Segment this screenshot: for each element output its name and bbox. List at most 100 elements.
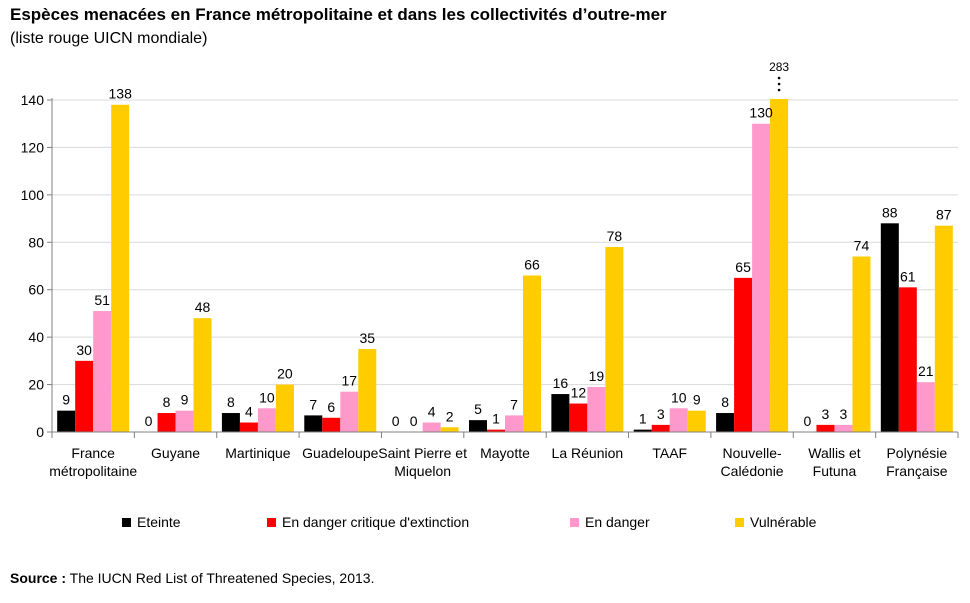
bar [505, 415, 523, 432]
data-label: 19 [589, 368, 605, 384]
bar [257, 408, 276, 432]
data-label: 87 [936, 207, 952, 223]
y-tick-label: 80 [28, 234, 44, 250]
x-category-label: Mayotte [480, 445, 530, 461]
legend-swatch [735, 518, 744, 527]
bar [651, 424, 670, 432]
legend-swatch [570, 518, 579, 527]
x-category-label: Saint Pierre et [378, 445, 467, 461]
bar [752, 123, 771, 432]
y-tick-label: 40 [28, 329, 44, 345]
bar [551, 394, 570, 432]
data-label: 9 [62, 392, 70, 408]
y-tick-label: 100 [21, 187, 45, 203]
legend-label: Vulnérable [750, 514, 817, 530]
data-label: 20 [277, 366, 293, 382]
legend-swatch [267, 518, 276, 527]
bar [898, 287, 917, 432]
axis-break-dot [777, 88, 781, 92]
bar [469, 420, 487, 432]
data-label: 7 [309, 396, 317, 412]
data-label: 8 [721, 394, 729, 410]
data-label: 8 [227, 394, 235, 410]
bar [322, 417, 341, 432]
data-label: 17 [341, 373, 357, 389]
data-label: 0 [410, 413, 418, 429]
data-label: 10 [259, 389, 275, 405]
data-label: 138 [109, 86, 133, 102]
y-tick-label: 0 [36, 424, 44, 440]
source-note: Source : The IUCN Red List of Threatened… [10, 570, 374, 586]
bar [633, 429, 652, 432]
legend-label: En danger [585, 514, 650, 530]
x-category-label: Wallis et [808, 445, 860, 461]
data-label: 1 [639, 411, 647, 427]
data-label: 0 [145, 413, 153, 429]
source-label: Source : [10, 570, 67, 586]
y-tick-label: 60 [28, 282, 44, 298]
bar [157, 413, 176, 432]
x-category-label: Miquelon [394, 463, 451, 479]
bar [770, 99, 789, 432]
bar [239, 422, 258, 432]
bar [304, 415, 323, 432]
data-label: 7 [510, 396, 518, 412]
bar [716, 413, 735, 432]
bar [358, 349, 377, 432]
x-category-label: Guyane [151, 445, 200, 461]
data-label: 78 [607, 228, 623, 244]
data-label: 0 [392, 413, 400, 429]
bar [193, 318, 212, 432]
data-label: 3 [822, 406, 830, 422]
legend-swatch [122, 518, 131, 527]
data-label: 2 [446, 408, 454, 424]
data-label: 8 [163, 394, 171, 410]
axis-break-dot [777, 76, 781, 80]
bar [934, 225, 953, 432]
chart-subtitle: (liste rouge UICN mondiale) [10, 30, 208, 47]
x-category-label: Futuna [813, 463, 857, 479]
data-label: 5 [474, 401, 482, 417]
bar [834, 424, 853, 432]
data-label: 130 [749, 105, 773, 121]
bar [221, 413, 240, 432]
data-label: 283 [769, 60, 789, 74]
bar [487, 429, 505, 432]
data-label: 88 [882, 204, 898, 220]
bar [669, 408, 688, 432]
data-label: 35 [359, 330, 375, 346]
bar [816, 424, 835, 432]
data-label: 10 [671, 389, 687, 405]
x-category-label: Martinique [225, 445, 291, 461]
data-label: 6 [327, 399, 335, 415]
data-label: 4 [428, 404, 436, 420]
data-label: 3 [657, 406, 665, 422]
data-label: 21 [918, 363, 934, 379]
bar [93, 311, 112, 432]
x-category-label: Française [886, 463, 948, 479]
y-tick-label: 20 [28, 377, 44, 393]
data-label: 0 [804, 413, 812, 429]
data-label: 9 [181, 392, 189, 408]
data-label: 66 [524, 256, 540, 272]
bar [340, 391, 359, 432]
y-tick-label: 140 [21, 92, 45, 108]
x-category-label: La Réunion [552, 445, 624, 461]
bar [75, 360, 94, 432]
bar-chart: 020406080100120140FrancemétropolitaineGu… [21, 60, 959, 530]
x-category-label: France [71, 445, 115, 461]
bar [175, 410, 194, 432]
x-category-label: TAAF [652, 445, 687, 461]
data-label: 65 [735, 259, 751, 275]
data-label: 30 [76, 342, 92, 358]
data-label: 51 [94, 292, 110, 308]
y-tick-label: 120 [21, 139, 45, 155]
data-label: 12 [571, 385, 587, 401]
chart-title: Espèces menacées en France métropolitain… [10, 5, 667, 24]
bar [687, 410, 706, 432]
source-text: The IUCN Red List of Threatened Species,… [69, 570, 375, 586]
bar [605, 247, 624, 432]
data-label: 48 [195, 299, 211, 315]
bar [587, 386, 606, 432]
data-label: 4 [245, 404, 253, 420]
